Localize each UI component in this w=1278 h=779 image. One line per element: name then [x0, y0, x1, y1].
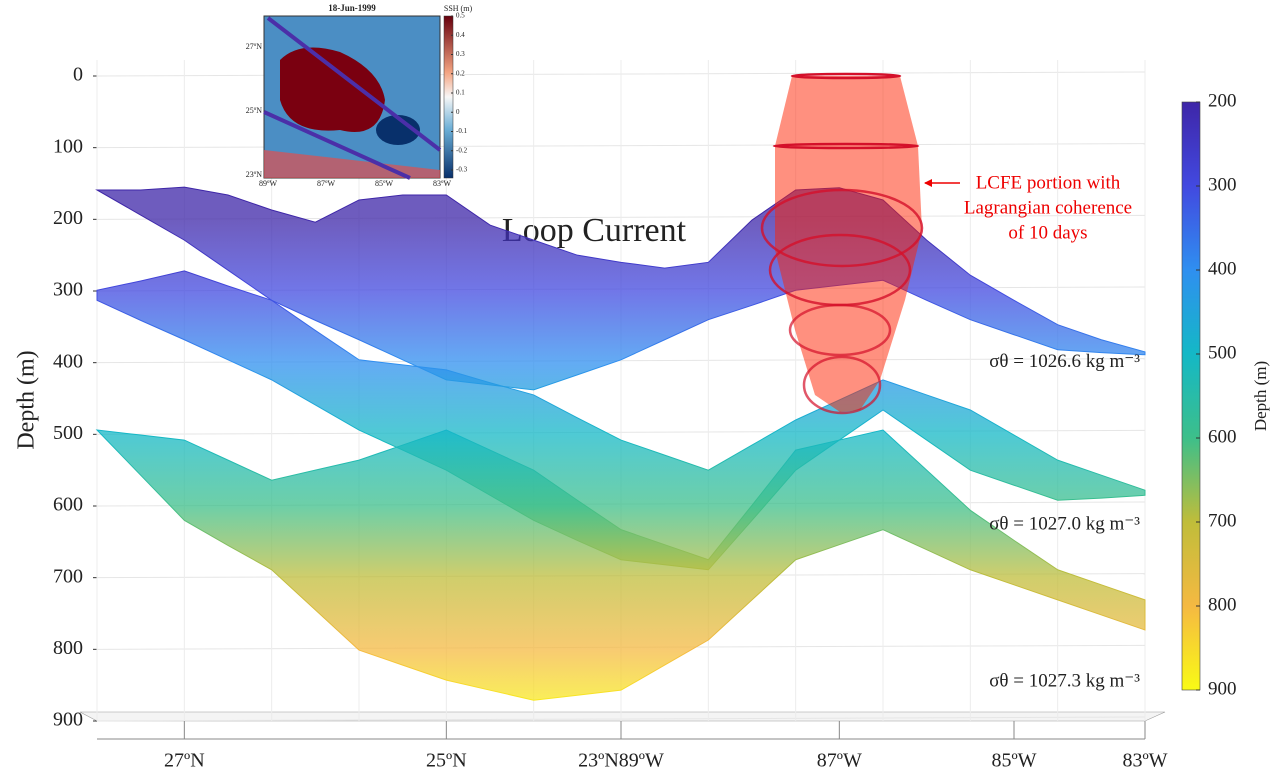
y-tick-label: 300 — [53, 279, 83, 301]
inset-colorbar-tick-label: 0.1 — [456, 89, 465, 97]
colorbar-label: Depth (m) — [1251, 361, 1270, 431]
x-tick-label: 23ºN89ºW — [578, 750, 664, 772]
y-tick-label: 700 — [53, 565, 83, 587]
inset-title: 18-Jun-1999 — [328, 3, 376, 13]
inset-colorbar-tick-label: 0.3 — [456, 50, 465, 58]
x-tick-label: 27ºN — [164, 750, 205, 772]
inset-colorbar-tick-label: 0.2 — [456, 69, 465, 77]
inset-colorbar-tick-label: -0.1 — [456, 127, 468, 135]
colorbar-tick-label: 800 — [1208, 594, 1237, 615]
colorbar-tick-label: 500 — [1208, 342, 1237, 363]
y-tick-label: 100 — [53, 135, 83, 157]
y-tick-label: 0 — [73, 64, 83, 86]
colorbar-tick-label: 700 — [1208, 510, 1237, 531]
x-tick-label: 25ºN — [426, 750, 467, 772]
annotation: Lagrangian coherence — [964, 197, 1132, 218]
surface-label: σθ = 1027.0 kg m⁻³ — [989, 514, 1140, 535]
y-tick-label: 200 — [53, 207, 83, 229]
annotation: of 10 days — [1008, 222, 1087, 243]
inset-map — [263, 15, 454, 180]
inset-lon-label: 87ºW — [317, 179, 335, 188]
inset-lat-label: 25ºN — [246, 106, 262, 115]
inset-colorbar-label: SSH (m) — [444, 4, 473, 13]
x-tick-label: 83ºW — [1122, 750, 1167, 772]
y-axis-label: Depth (m) — [14, 350, 40, 449]
y-tick-label: 900 — [53, 709, 83, 731]
inset-colorbar-tick-label: -0.2 — [456, 146, 468, 154]
colorbar-tick-label: 400 — [1208, 258, 1237, 279]
lcfe-cone — [760, 72, 924, 415]
surface-label: σθ = 1027.3 kg m⁻³ — [989, 670, 1140, 691]
y-tick-label: 800 — [53, 637, 83, 659]
surface-label: σθ = 1026.6 kg m⁻³ — [989, 351, 1140, 372]
colorbar-tick-label: 300 — [1208, 174, 1237, 195]
colorbar-tick-label: 600 — [1208, 426, 1237, 447]
inset-lat-label: 23ºN — [246, 170, 262, 179]
inset-lon-label: 85ºW — [375, 179, 393, 188]
colorbar-tick-label: 200 — [1208, 90, 1237, 111]
x-tick-label: 87ºW — [817, 750, 862, 772]
x-tick-label: 85ºW — [991, 750, 1036, 772]
y-tick-label: 400 — [53, 350, 83, 372]
inset-colorbar-tick-label: 0 — [456, 108, 460, 116]
inset-colorbar-tick-label: 0.5 — [456, 12, 465, 20]
inset-lon-label: 83ºW — [433, 179, 451, 188]
colorbar — [1181, 101, 1201, 691]
y-tick-label: 600 — [53, 494, 83, 516]
colorbar-tick-label: 900 — [1208, 678, 1237, 699]
arrow-head — [924, 179, 932, 187]
inset-colorbar-tick-label: -0.3 — [456, 166, 468, 174]
inset-lat-label: 27ºN — [246, 42, 262, 51]
inset-colorbar-tick-label: 0.4 — [456, 31, 465, 39]
inset-lon-label: 89ºW — [259, 179, 277, 188]
annotation: LCFE portion with — [976, 172, 1121, 193]
y-tick-label: 500 — [53, 422, 83, 444]
axis-floor — [79, 711, 1166, 722]
